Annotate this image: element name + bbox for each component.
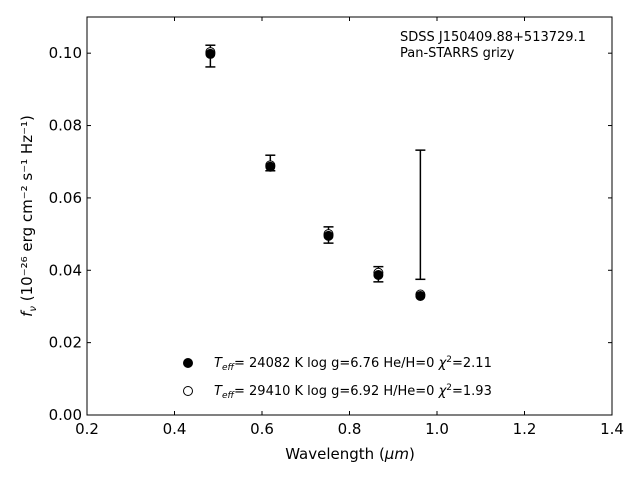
x-tick-label: 1.2 bbox=[513, 420, 537, 438]
x-tick-label: 0.6 bbox=[250, 420, 274, 438]
legend-label-open: Teff= 29410 K log g=6.92 H/He=0 χ2=1.93 bbox=[214, 383, 492, 401]
annotation-line-1: SDSS J150409.88+513729.1 bbox=[400, 30, 586, 45]
y-tick-label: 0.02 bbox=[49, 334, 82, 352]
point-filled bbox=[415, 290, 426, 301]
point-filled bbox=[373, 269, 384, 280]
y-tick-label: 0.00 bbox=[49, 406, 82, 424]
point-filled bbox=[323, 230, 334, 241]
legend: Teff= 24082 K log g=6.76 He/H=0 χ2=2.11 … bbox=[183, 355, 492, 401]
x-axis-ticks: 0.2 0.4 0.6 0.8 1.0 1.2 1.4 bbox=[75, 17, 624, 438]
legend-marker-filled bbox=[183, 358, 193, 368]
y-tick-label: 0.04 bbox=[49, 261, 82, 279]
legend-label-filled: Teff= 24082 K log g=6.76 He/H=0 χ2=2.11 bbox=[214, 355, 492, 373]
point-filled bbox=[205, 48, 216, 59]
y-axis-title: fν (10⁻²⁶ erg cm⁻² s⁻¹ Hz⁻¹) bbox=[18, 115, 39, 317]
y-tick-label: 0.06 bbox=[49, 189, 82, 207]
x-tick-label: 0.8 bbox=[338, 420, 362, 438]
y-axis-ticks: 0.00 0.02 0.04 0.06 0.08 0.10 bbox=[49, 44, 612, 424]
x-tick-label: 1.4 bbox=[600, 420, 624, 438]
x-axis-title: Wavelength (μm) bbox=[285, 445, 415, 463]
legend-marker-open bbox=[183, 386, 193, 396]
annotation-line-2: Pan-STARRS grizy bbox=[400, 46, 515, 61]
series-filled-markers bbox=[205, 48, 426, 301]
plot-area bbox=[86, 16, 613, 416]
point-filled bbox=[265, 161, 276, 172]
x-tick-label: 0.2 bbox=[75, 420, 99, 438]
y-tick-label: 0.10 bbox=[49, 44, 82, 62]
y-tick-label: 0.08 bbox=[49, 117, 82, 135]
x-tick-label: 1.0 bbox=[425, 420, 449, 438]
x-tick-label: 0.4 bbox=[163, 420, 187, 438]
